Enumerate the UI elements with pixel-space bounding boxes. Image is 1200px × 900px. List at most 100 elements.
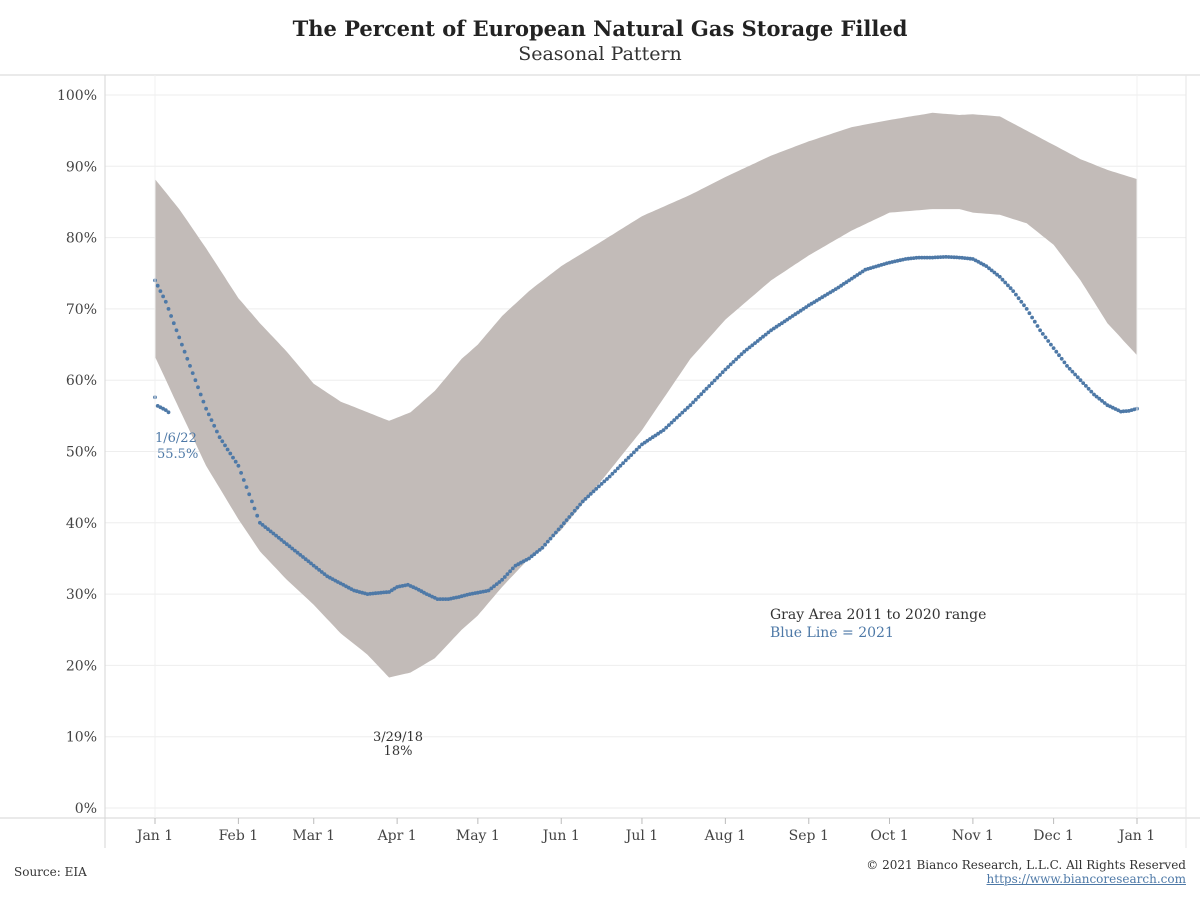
series-2021-point [658, 430, 663, 434]
series-2021-point [276, 535, 281, 540]
series-2021-point [543, 542, 547, 547]
series-2021-point [535, 550, 539, 554]
series-2021-point [836, 285, 841, 290]
series-2021-point [704, 386, 709, 391]
series-2021-point [564, 518, 569, 522]
series-2021-point [672, 418, 677, 422]
series-2021-point [158, 289, 163, 293]
series-2021-point [263, 525, 268, 529]
y-tick-label: 90% [66, 159, 97, 175]
series-2021-point [274, 533, 278, 538]
series-2021-point [938, 255, 943, 259]
series-2021-point [196, 385, 200, 390]
series-2021-point [188, 364, 192, 368]
series-2022-group [153, 395, 171, 415]
series-2021-point [650, 435, 655, 440]
series-2021-point [919, 255, 924, 260]
series-2021-point [780, 321, 784, 326]
series-2021-point [1121, 409, 1126, 414]
series-2021-point [260, 523, 265, 527]
series-2021-point [774, 324, 779, 329]
series-2021-point [1075, 375, 1080, 380]
series-2021-point [648, 437, 652, 441]
series-2021-point [623, 458, 628, 463]
series-2021-point [855, 273, 860, 277]
series-2021-point [1038, 328, 1042, 333]
series-2021-point [790, 314, 795, 318]
series-2021-point [548, 536, 553, 541]
series-2021-point [255, 513, 260, 518]
series-2021-point [613, 469, 617, 473]
series-2021-point [936, 255, 940, 260]
series-2021-point [190, 371, 195, 375]
series-2021-point [492, 584, 496, 589]
series-2021-point [739, 352, 744, 357]
series-2021-point [707, 384, 712, 388]
series-2021-point [858, 271, 862, 276]
series-2021-point [441, 597, 445, 601]
series-2021-point [632, 450, 636, 455]
series-2021-point [1084, 384, 1088, 388]
series-2021-point [435, 597, 440, 601]
series-2021-point [527, 556, 531, 561]
series-2021-point [241, 478, 246, 482]
y-tick-label: 100% [57, 88, 97, 104]
series-2021-point [618, 463, 623, 468]
series-2021-point [317, 568, 321, 572]
y-tick-label: 20% [66, 658, 97, 674]
series-2021-point [1049, 342, 1053, 347]
series-2021-point [925, 255, 929, 260]
series-2021-point [247, 492, 252, 497]
series-2021-point [279, 538, 284, 542]
series-2021-point [957, 255, 962, 260]
series-2021-point [443, 597, 448, 601]
series-2021-point [319, 570, 324, 574]
series-2021-point [1032, 319, 1037, 324]
series-2021-point [1027, 311, 1032, 316]
y-tick-label: 10% [66, 730, 97, 746]
latest-date-annotation: 1/6/22 [155, 431, 197, 446]
series-2021-point [761, 334, 765, 339]
y-tick-label: 50% [66, 445, 97, 461]
series-2021-point [287, 544, 292, 549]
series-2021-point [201, 399, 206, 404]
series-2021-point [1089, 389, 1094, 394]
series-2021-point [941, 255, 946, 259]
series-2021-point [771, 326, 776, 331]
series-2021-point [675, 415, 679, 420]
series-2021-point [594, 487, 599, 491]
series-2021-point [220, 439, 225, 444]
series-2021-point [691, 400, 695, 405]
series-2021-point [1097, 396, 1102, 401]
y-tick-label: 80% [66, 231, 97, 247]
series-2021-point [769, 328, 773, 333]
y-tick-label: 30% [66, 587, 97, 603]
website-link[interactable]: https://www.biancoresearch.com [986, 872, 1186, 886]
series-2021-point [494, 582, 499, 586]
series-2021-point [1059, 356, 1064, 361]
series-2021-point [559, 524, 564, 529]
series-2021-point [688, 403, 693, 408]
series-2021-point [653, 433, 658, 438]
series-2021-point [922, 255, 927, 260]
series-2021-point [309, 561, 313, 566]
series-2021-point [233, 459, 238, 464]
series-2021-point [798, 308, 803, 313]
series-2021-point [217, 435, 222, 440]
chart-title: The Percent of European Natural Gas Stor… [292, 16, 908, 41]
series-2021-point [180, 342, 184, 347]
series-2021-point [532, 552, 537, 557]
series-2021-point [384, 590, 389, 595]
y-tick-label: 40% [66, 516, 97, 532]
copyright-note: © 2021 Bianco Research, L.L.C. All Right… [866, 858, 1186, 872]
series-2021-point [556, 527, 561, 532]
series-2021-point [177, 335, 182, 340]
range-band-area [155, 112, 1137, 678]
series-2021-point [1081, 381, 1086, 385]
series-2021-point [1100, 399, 1104, 403]
series-2021-point [293, 548, 297, 553]
x-tick-label: May 1 [456, 828, 500, 844]
series-2021-point [223, 443, 227, 448]
series-2021-point [182, 349, 187, 354]
